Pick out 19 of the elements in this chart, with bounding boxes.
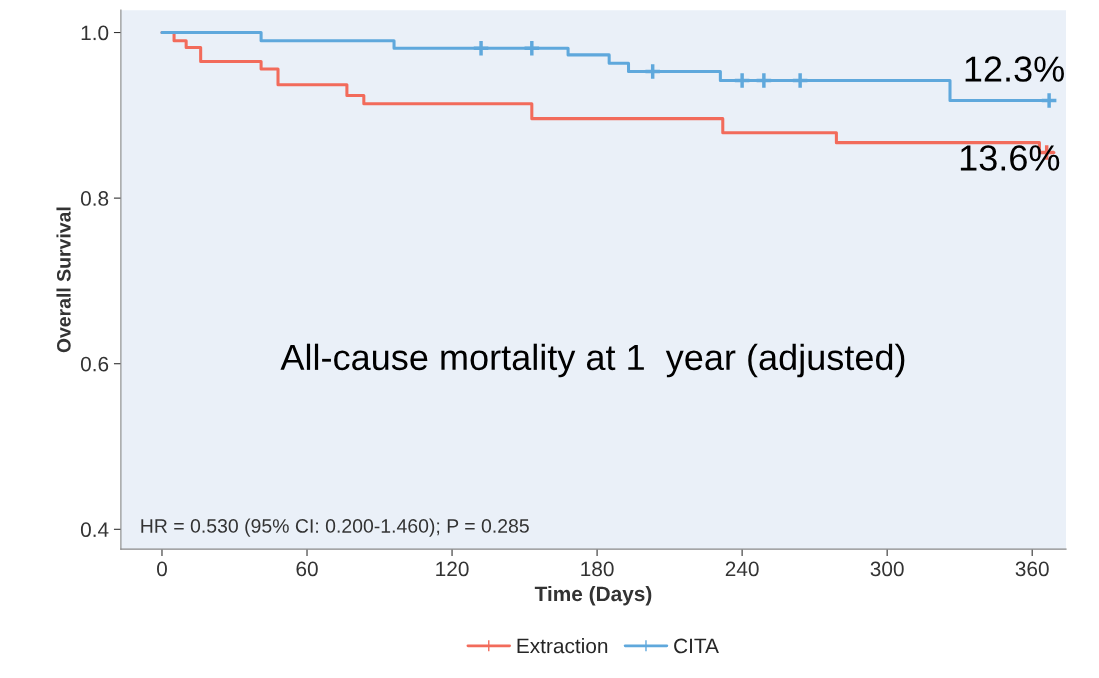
y-tick-label: 0.6 xyxy=(80,356,109,372)
annotation: All-cause mortality at 1 year (adjusted) xyxy=(280,343,905,378)
y-tick-label: 0.4 xyxy=(80,522,109,538)
x-axis-title: Time (Days) xyxy=(534,585,652,606)
legend-label: Extraction xyxy=(517,638,608,654)
legend-label: CITA xyxy=(674,638,719,654)
x-tick-label: 180 xyxy=(581,561,614,577)
x-tick-label: 300 xyxy=(870,561,904,577)
annotation: 12.3% xyxy=(965,56,1064,82)
x-tick-label: 360 xyxy=(1015,561,1049,577)
y-tick-label: 0.8 xyxy=(80,191,109,206)
x-tick-label: 240 xyxy=(725,561,759,577)
x-tick-label: 0 xyxy=(157,561,167,577)
y-axis-title: Overall Survival xyxy=(56,207,71,353)
y-tick-label: 1.0 xyxy=(81,25,109,41)
x-tick-label: 60 xyxy=(296,561,318,577)
annotation: HR = 0.530 (95% CI: 0.200-1.460); P = 0.285 xyxy=(141,518,529,537)
annotation: 13.6% xyxy=(960,145,1060,171)
x-tick-label: 120 xyxy=(436,561,469,577)
